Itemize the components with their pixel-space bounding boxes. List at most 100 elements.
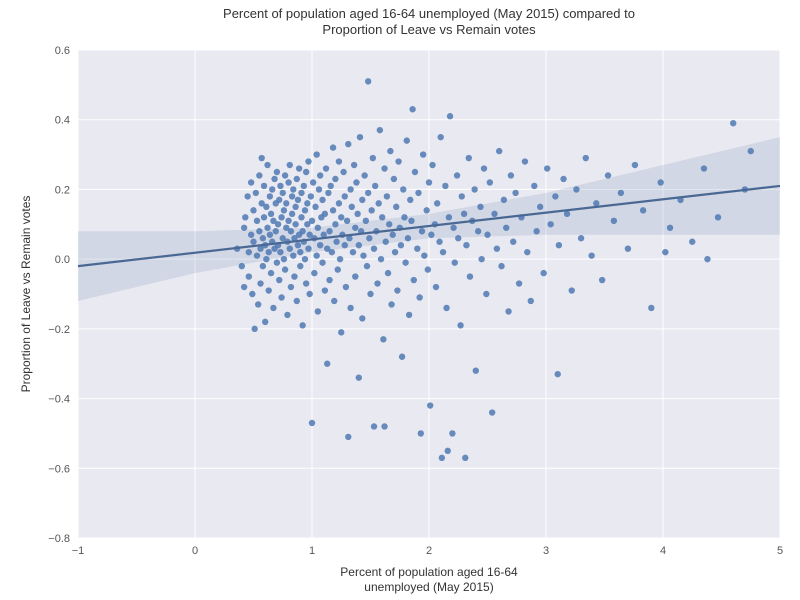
data-point [471,186,477,192]
data-point [560,176,566,182]
data-point [378,256,384,262]
data-point [352,273,358,279]
data-point [365,190,371,196]
data-point [498,263,504,269]
data-point [531,183,537,189]
data-point [496,148,502,154]
data-point [295,197,301,203]
data-point [309,420,315,426]
data-point [241,284,247,290]
data-point [332,176,338,182]
data-point [306,291,312,297]
data-point [394,287,400,293]
data-point [399,354,405,360]
data-point [555,371,561,377]
data-point [301,183,307,189]
y-tick-label: 0.4 [55,115,70,127]
data-point [284,312,290,318]
data-point [263,204,269,210]
data-point [342,193,348,199]
data-point [381,423,387,429]
data-point [508,172,514,178]
data-point [625,245,631,251]
data-point [547,221,553,227]
data-point [311,270,317,276]
data-point [361,172,367,178]
data-point [434,200,440,206]
data-point [239,263,245,269]
data-point [338,329,344,335]
y-axis-label: Proportion of Leave vs Remain votes [19,196,33,393]
data-point [308,193,314,199]
y-tick-label: −0.6 [48,463,70,475]
data-point [505,308,511,314]
data-point [332,221,338,227]
data-point [452,259,458,265]
data-point [317,172,323,178]
data-point [428,232,434,238]
data-point [491,211,497,217]
y-tick-label: 0.6 [55,45,70,57]
data-point [360,252,366,258]
scatter-chart: −1012345−0.8−0.6−0.4−0.20.00.20.40.6Perc… [0,0,800,600]
data-point [330,207,336,213]
data-point [367,291,373,297]
data-point [244,193,250,199]
data-point [440,249,446,255]
data-point [501,197,507,203]
data-point [264,225,270,231]
data-point [303,169,309,175]
data-point [357,134,363,140]
data-point [374,280,380,286]
data-point [371,245,377,251]
x-tick-label: 0 [192,545,198,557]
data-point [383,239,389,245]
data-point [302,256,308,262]
data-point [253,190,259,196]
data-point [289,211,295,217]
data-point [281,256,287,262]
data-point [277,249,283,255]
y-tick-label: 0.2 [55,184,70,196]
data-point [351,162,357,168]
data-point [388,301,394,307]
data-point [287,162,293,168]
data-point [274,169,280,175]
data-point [404,137,410,143]
data-point [368,207,374,213]
data-point [462,455,468,461]
data-point [322,211,328,217]
data-point [401,214,407,220]
data-point [342,242,348,248]
data-point [326,277,332,283]
data-point [516,280,522,286]
data-point [271,176,277,182]
data-point [292,204,298,210]
data-point [366,235,372,241]
data-point [319,259,325,265]
data-point [377,127,383,133]
data-point [282,266,288,272]
data-point [262,319,268,325]
data-point [349,204,355,210]
data-point [657,179,663,185]
data-point [392,249,398,255]
data-point [347,186,353,192]
data-point [261,214,267,220]
data-point [447,113,453,119]
data-point [258,155,264,161]
data-point [254,252,260,258]
data-point [248,232,254,238]
data-point [352,225,358,231]
x-tick-label: −1 [72,545,85,557]
data-point [455,235,461,241]
data-point [599,277,605,283]
data-point [312,204,318,210]
data-point [289,193,295,199]
data-point [251,326,257,332]
data-point [398,242,404,248]
data-point [473,367,479,373]
data-point [704,256,710,262]
data-point [250,207,256,213]
data-point [390,232,396,238]
